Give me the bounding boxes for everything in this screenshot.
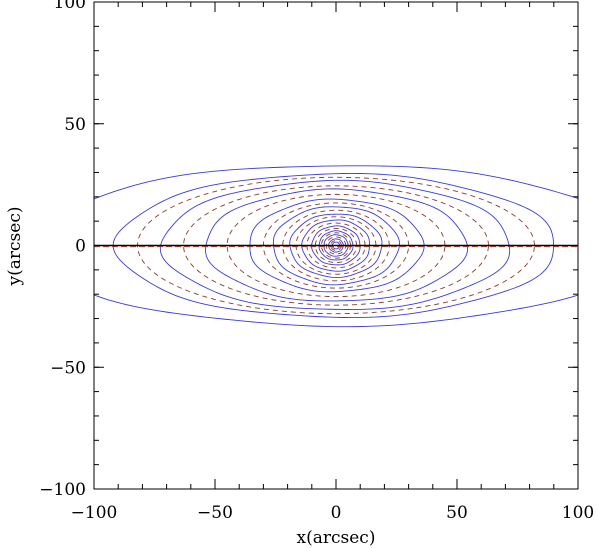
- y-tick-label: 50: [64, 115, 86, 135]
- x-tick-label: −50: [197, 503, 233, 523]
- x-tick-label: 100: [562, 503, 594, 523]
- x-tick-label: 0: [331, 503, 342, 523]
- model-contour-3: [314, 227, 358, 263]
- model-contour-2: [321, 232, 351, 259]
- x-axis-title: x(arcsec): [297, 528, 376, 548]
- y-tick-label: 0: [75, 237, 86, 257]
- contour-layer: [94, 165, 578, 328]
- axes-layer: −100 −50 0 50 100 −100 −50 0 50 100: [39, 0, 594, 523]
- observed-contour-12: [94, 165, 578, 328]
- y-tick-label: −50: [50, 358, 86, 378]
- x-tick-label: 50: [446, 503, 468, 523]
- y-tick-label: −100: [39, 480, 86, 500]
- model-contour-8: [226, 193, 446, 298]
- y-axis-title: y(arcsec): [5, 207, 25, 287]
- model-contour-6: [282, 209, 390, 282]
- y-tick-label: 100: [54, 0, 86, 13]
- x-tick-label: −100: [71, 503, 118, 523]
